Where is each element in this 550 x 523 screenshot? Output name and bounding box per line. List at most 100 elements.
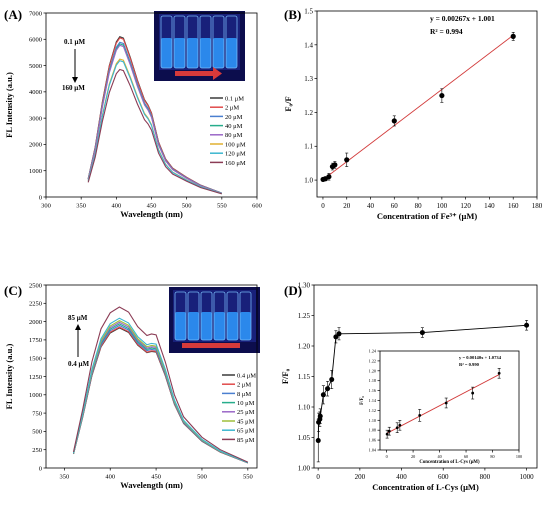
- arrow-a: [72, 49, 78, 83]
- panel-a-x-axis-label: Wavelength (nm): [120, 209, 183, 219]
- panel-a-series-line-5: [87, 44, 222, 194]
- panel-a-legend-label-1: 0.1 μM: [225, 95, 244, 102]
- panel-b-x-tick-label: 100: [437, 202, 448, 210]
- panel-d-y-tick-label: 1.15: [298, 373, 311, 381]
- panel-d-y-tick-label: 1.00: [298, 464, 311, 472]
- panel-d-data-point: [325, 386, 331, 392]
- panel-c-y-tick-label: 250: [32, 447, 42, 454]
- annotation-c-top: 85 μM: [68, 314, 88, 322]
- panel-d-x-tick-label: 800: [480, 473, 491, 481]
- panel-d-inset-y-tick-label: 1.20: [369, 368, 376, 373]
- panel-b-y-tick-label: 1.1: [304, 143, 313, 151]
- panel-d-x-tick-label: 0: [316, 473, 320, 481]
- panel-d-inset-y-tick-label: 1.06: [369, 438, 376, 443]
- panel-d-inset-r-squared: R² = 0.990: [459, 362, 480, 367]
- panel-c-series-line-8: [72, 306, 249, 463]
- panel-c-x-tick-label: 350: [59, 474, 69, 481]
- panel-a-y-tick-label: 4000: [29, 89, 42, 96]
- panel-d-inset-y-tick-label: 1.16: [369, 388, 376, 393]
- panel-c-y-tick-label: 750: [32, 410, 42, 417]
- panel-b-data-point: [391, 118, 397, 124]
- panel-b-data-point: [332, 162, 338, 168]
- panel-d-inset-y-tick-label: 1.14: [369, 398, 377, 403]
- annotation-c-bottom: 0.4 μM: [68, 360, 89, 368]
- panel-b-x-tick-label: 80: [415, 202, 423, 210]
- panel-a-y-tick-label: 6000: [29, 37, 42, 44]
- panel-d-y-axis-label: F/F₀: [280, 368, 290, 384]
- panel-d-inset-x-axis-label: Concentration of L-Cys (μM): [419, 460, 480, 465]
- panel-a-legend-label-5: 80 μM: [225, 132, 243, 139]
- panel-d-inset-background: [368, 345, 530, 462]
- panel-d-inset-x-tick-label: 20: [411, 454, 415, 459]
- panel-d-inset-y-tick-label: 1.10: [369, 418, 376, 423]
- panel-a-legend-label-4: 40 μM: [225, 123, 243, 130]
- panel-d-y-tick-label: 1.20: [298, 342, 311, 350]
- panel-b-x-tick-label: 20: [343, 202, 351, 210]
- panel-a-legend-label-3: 20 μM: [225, 114, 243, 121]
- panel-d-inset-data-point: [497, 371, 501, 375]
- panel-d-inset-y-tick-label: 1.18: [369, 378, 376, 383]
- panel-a-x-tick-label: 500: [182, 203, 192, 210]
- panel-a-legend-label-2: 2 μM: [225, 105, 239, 112]
- panel-c-y-tick-label: 2000: [29, 319, 42, 326]
- panel-label-c: (C): [4, 283, 22, 298]
- panel-label-b: (B): [284, 7, 301, 22]
- panel-a-y-tick-label: 0: [39, 194, 42, 201]
- panel-c-y-tick-label: 1000: [29, 392, 42, 399]
- panel-d-inset-y-tick-label: 1.08: [369, 428, 376, 433]
- panel-b-x-tick-label: 40: [367, 202, 375, 210]
- panel-c-x-tick-label: 400: [105, 474, 115, 481]
- panel-a-x-tick-label: 450: [147, 203, 157, 210]
- panel-b-x-axis-label: Concentration of Fe³⁺ (μM): [377, 211, 478, 221]
- panel-a-legend-label-6: 100 μM: [225, 141, 246, 148]
- panel-d-x-axis-label: Concentration of L-Cys (μM): [372, 482, 479, 492]
- panel-d-inset-y-tick-label: 1.12: [369, 408, 376, 413]
- panel-c-y-tick-label: 0: [39, 465, 42, 472]
- panel-a-x-tick-label: 300: [41, 203, 51, 210]
- panel-b-data-point: [439, 92, 445, 99]
- panel-a-series-line-7: [87, 60, 222, 195]
- panel-c-y-tick-label: 2500: [29, 282, 42, 289]
- panel-d-y-tick-label: 1.10: [298, 403, 311, 411]
- panel-c-x-tick-label: 450: [151, 474, 161, 481]
- panel-a-y-tick-label: 7000: [29, 10, 42, 17]
- panel-c-legend-label-6: 45 μM: [237, 418, 255, 425]
- panel-d-y-tick-label: 1.25: [298, 312, 311, 320]
- panel-d-x-tick-label: 400: [396, 473, 407, 481]
- panel-c-legend-label-5: 25 μM: [237, 409, 255, 416]
- panel-a-x-tick-label: 550: [217, 203, 227, 210]
- panel-c-legend-label-1: 0.4 μM: [237, 372, 256, 379]
- panel-b-r-squared: R² = 0.994: [430, 27, 463, 36]
- panel-a-y-tick-label: 3000: [29, 115, 42, 122]
- panel-d-inset-data-point: [395, 426, 399, 430]
- panel-c-y-axis-label: FL Intensity (a.u.): [4, 344, 14, 410]
- panel-b-data-point: [326, 174, 332, 180]
- panel-d-inset-fit-line: [386, 374, 500, 434]
- panel-d-inset-y-tick-label: 1.24: [369, 348, 377, 353]
- panel-d-data-point: [329, 377, 335, 383]
- panel-d-data-point: [336, 331, 342, 337]
- panel-b-fit-line: [322, 34, 514, 181]
- panel-d-inset-data-point: [418, 413, 422, 417]
- vials-photo-a: [154, 11, 245, 81]
- panel-c-legend-label-8: 85 μM: [237, 437, 255, 444]
- panel-c-legend-label-4: 10 μM: [237, 400, 255, 407]
- panel-label-a: (A): [4, 7, 22, 22]
- panel-a-x-tick-label: 600: [252, 203, 262, 210]
- annotation-a-bottom: 160 μM: [62, 84, 85, 92]
- panel-a-y-axis-label: FL Intensity (a.u.): [4, 72, 14, 138]
- panel-d-inset-y-tick-label: 1.22: [369, 358, 376, 363]
- panel-c-y-tick-label: 1500: [29, 355, 42, 362]
- panel-d-inset-x-tick-label: 60: [464, 454, 468, 459]
- panel-d-x-tick-label: 600: [438, 473, 449, 481]
- panel-c-y-tick-label: 1750: [29, 337, 42, 344]
- panel-a-series-line-8: [87, 68, 222, 195]
- panel-d-data-point: [419, 330, 425, 336]
- panel-d-data-point: [320, 392, 326, 398]
- panel-a-series-line-2: [87, 37, 222, 194]
- panel-d-inset-data-point: [398, 423, 402, 427]
- panel-b-plot-frame: [316, 10, 538, 198]
- panel-a-x-tick-label: 350: [76, 203, 86, 210]
- vials-photo-c: [169, 287, 260, 353]
- panel-b-x-tick-label: 60: [391, 202, 399, 210]
